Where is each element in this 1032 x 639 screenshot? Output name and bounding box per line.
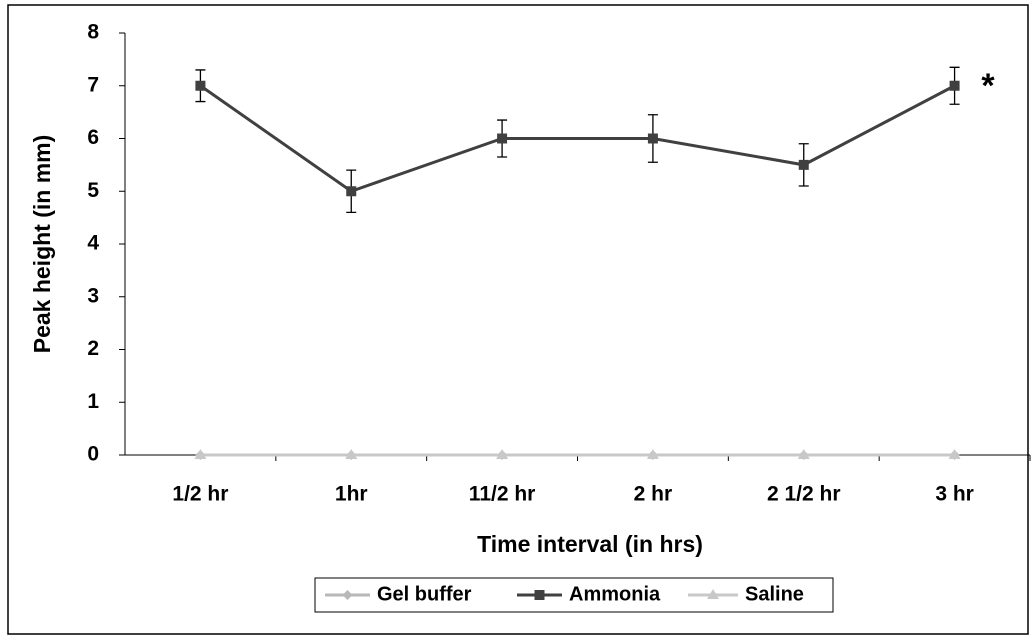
y-tick-label: 4 [87,232,99,255]
marker [949,80,960,91]
legend-label: Ammonia [569,583,661,605]
y-axis-label: Peak height (in mm) [29,135,55,354]
legend-label: Gel buffer [377,583,472,605]
x-tick-label: 2 hr [634,483,673,506]
frame [7,4,1029,635]
y-tick-label: 5 [87,179,99,202]
y-tick-label: 1 [87,390,99,413]
x-tick-label: 1/2 hr [172,483,228,506]
marker [497,133,508,144]
marker [496,449,509,459]
marker [194,449,207,459]
legend [314,577,834,613]
marker [345,449,358,459]
marker [798,159,809,170]
marker [346,186,357,197]
x-axis-label: Time interval (in hrs) [477,531,703,557]
y-tick-label: 8 [87,21,99,44]
marker [647,133,658,144]
x-tick-label: 1hr [335,483,368,506]
y-tick-label: 7 [87,73,99,96]
y-tick-label: 6 [87,126,99,149]
marker [195,80,206,91]
marker [797,449,810,459]
y-tick-label: 2 [87,337,99,360]
marker [948,449,961,459]
legend-marker [707,589,719,599]
y-tick-label: 0 [87,443,99,466]
legend-marker [534,590,545,600]
y-tick-label: 3 [87,284,99,307]
legend-marker [342,590,353,600]
x-tick-label: 11/2 hr [469,483,536,506]
marker [646,449,659,459]
x-tick-label: 2 1/2 hr [767,483,841,506]
annotation: * [981,67,995,105]
x-tick-label: 3 hr [935,483,974,506]
legend-label: Saline [745,583,804,605]
series-line [199,84,956,193]
